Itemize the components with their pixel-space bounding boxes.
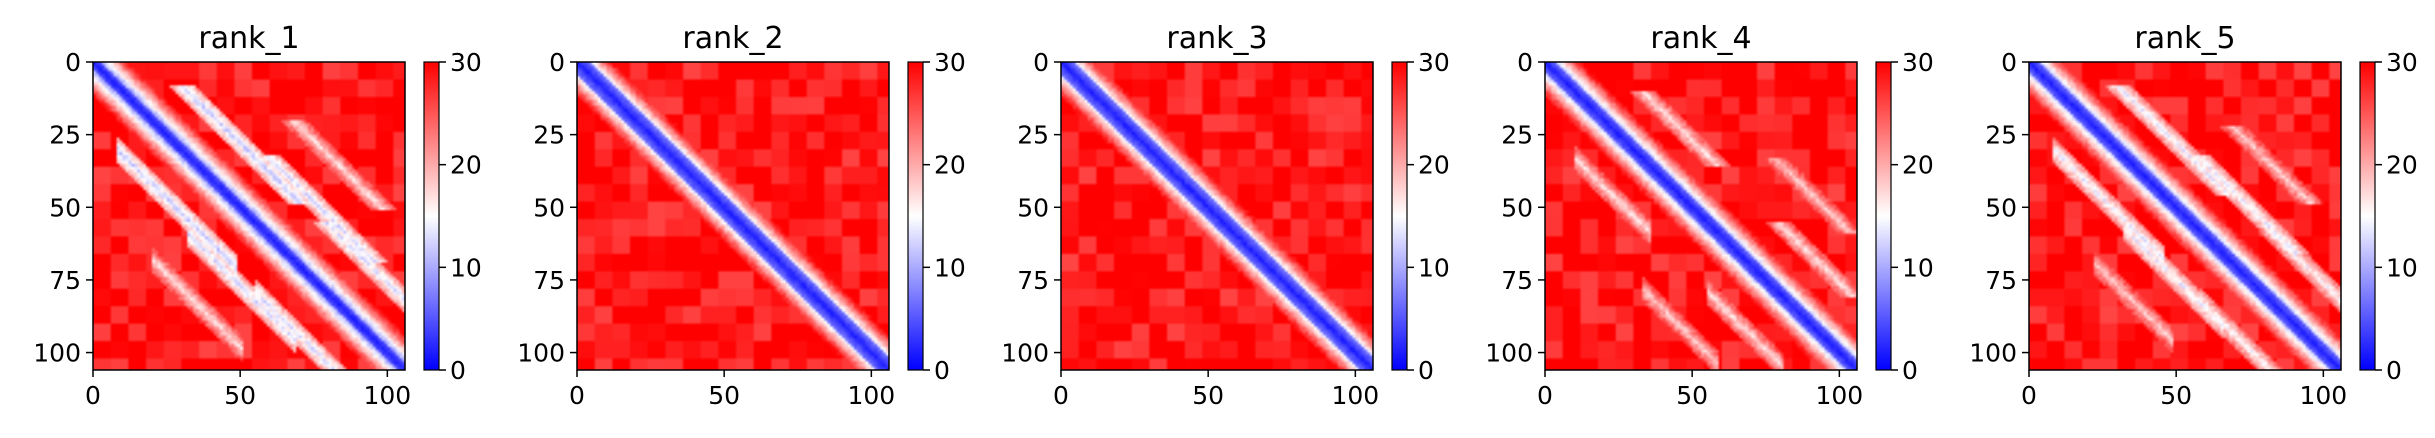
- heatmap-image: [577, 62, 889, 370]
- colorbar-tick-label: 10: [450, 253, 482, 282]
- y-tick-label: 25: [533, 121, 565, 150]
- colorbar-tick-label: 20: [2386, 151, 2418, 180]
- x-tick-label: 100: [847, 381, 895, 410]
- y-tick-label: 25: [1017, 121, 1049, 150]
- colorbar-tick-label: 0: [1902, 356, 1918, 385]
- colorbar-tick-label: 0: [2386, 356, 2402, 385]
- colorbar-tick-label: 0: [934, 356, 950, 385]
- y-tick-label: 100: [33, 339, 81, 368]
- colorbar: [1875, 61, 1892, 371]
- axes-frame: [1544, 61, 1858, 371]
- y-tick-label: 25: [1985, 121, 2017, 150]
- colorbar-tick-label: 10: [1902, 253, 1934, 282]
- heatmap-image: [2029, 62, 2341, 370]
- y-tick-label: 0: [1517, 48, 1533, 77]
- y-tick-label: 50: [1501, 193, 1533, 222]
- colorbar-tick-label: 20: [450, 151, 482, 180]
- x-tick-label: 100: [2299, 381, 2347, 410]
- panel-title: rank_2: [682, 21, 783, 56]
- y-tick-label: 100: [1485, 339, 1533, 368]
- x-tick-label: 0: [569, 381, 585, 410]
- y-tick-label: 0: [65, 48, 81, 77]
- colorbar-tick-label: 20: [1902, 151, 1934, 180]
- colorbar-tick-label: 30: [1902, 48, 1934, 77]
- y-tick-label: 50: [49, 193, 81, 222]
- x-tick-label: 0: [1537, 381, 1553, 410]
- x-tick-label: 0: [85, 381, 101, 410]
- y-tick-label: 25: [1501, 121, 1533, 150]
- y-tick-label: 0: [1033, 48, 1049, 77]
- heatmap-image: [1061, 62, 1373, 370]
- y-tick-label: 50: [533, 193, 565, 222]
- heatmap-image: [1545, 62, 1857, 370]
- y-tick-label: 75: [533, 266, 565, 295]
- colorbar-tick-label: 20: [1418, 151, 1450, 180]
- axes-frame: [1060, 61, 1374, 371]
- y-tick-label: 50: [1985, 193, 2017, 222]
- panel-title: rank_3: [1166, 21, 1267, 56]
- panel-title: rank_4: [1650, 21, 1751, 56]
- colorbar-tick-label: 10: [934, 253, 966, 282]
- panel-title: rank_5: [2134, 21, 2235, 56]
- colorbar-tick-label: 30: [2386, 48, 2418, 77]
- x-tick-label: 100: [1815, 381, 1863, 410]
- colorbar-tick-label: 20: [934, 151, 966, 180]
- y-tick-label: 75: [1985, 266, 2017, 295]
- x-tick-label: 50: [224, 381, 256, 410]
- x-tick-label: 100: [363, 381, 411, 410]
- x-tick-label: 50: [2160, 381, 2192, 410]
- colorbar-tick-label: 30: [450, 48, 482, 77]
- x-tick-label: 100: [1331, 381, 1379, 410]
- y-tick-label: 75: [1501, 266, 1533, 295]
- colorbar: [423, 61, 440, 371]
- colorbar: [907, 61, 924, 371]
- colorbar-tick-label: 10: [2386, 253, 2418, 282]
- x-tick-label: 50: [1192, 381, 1224, 410]
- colorbar: [1391, 61, 1408, 371]
- y-tick-label: 100: [1969, 339, 2017, 368]
- colorbar-tick-label: 10: [1418, 253, 1450, 282]
- colorbar-tick-label: 30: [1418, 48, 1450, 77]
- axes-frame: [2028, 61, 2342, 371]
- panel-title: rank_1: [198, 21, 299, 56]
- y-tick-label: 0: [549, 48, 565, 77]
- x-tick-label: 50: [708, 381, 740, 410]
- y-tick-label: 100: [517, 339, 565, 368]
- heatmap-image: [93, 62, 405, 370]
- x-tick-label: 0: [1053, 381, 1069, 410]
- y-tick-label: 75: [1017, 266, 1049, 295]
- colorbar-tick-label: 0: [450, 356, 466, 385]
- x-tick-label: 0: [2021, 381, 2037, 410]
- y-tick-label: 25: [49, 121, 81, 150]
- axes-frame: [576, 61, 890, 371]
- y-tick-label: 50: [1017, 193, 1049, 222]
- axes-frame: [92, 61, 406, 371]
- colorbar-tick-label: 30: [934, 48, 966, 77]
- x-tick-label: 50: [1676, 381, 1708, 410]
- y-tick-label: 75: [49, 266, 81, 295]
- colorbar-tick-label: 0: [1418, 356, 1434, 385]
- y-tick-label: 100: [1001, 339, 1049, 368]
- colorbar: [2359, 61, 2376, 371]
- y-tick-label: 0: [2001, 48, 2017, 77]
